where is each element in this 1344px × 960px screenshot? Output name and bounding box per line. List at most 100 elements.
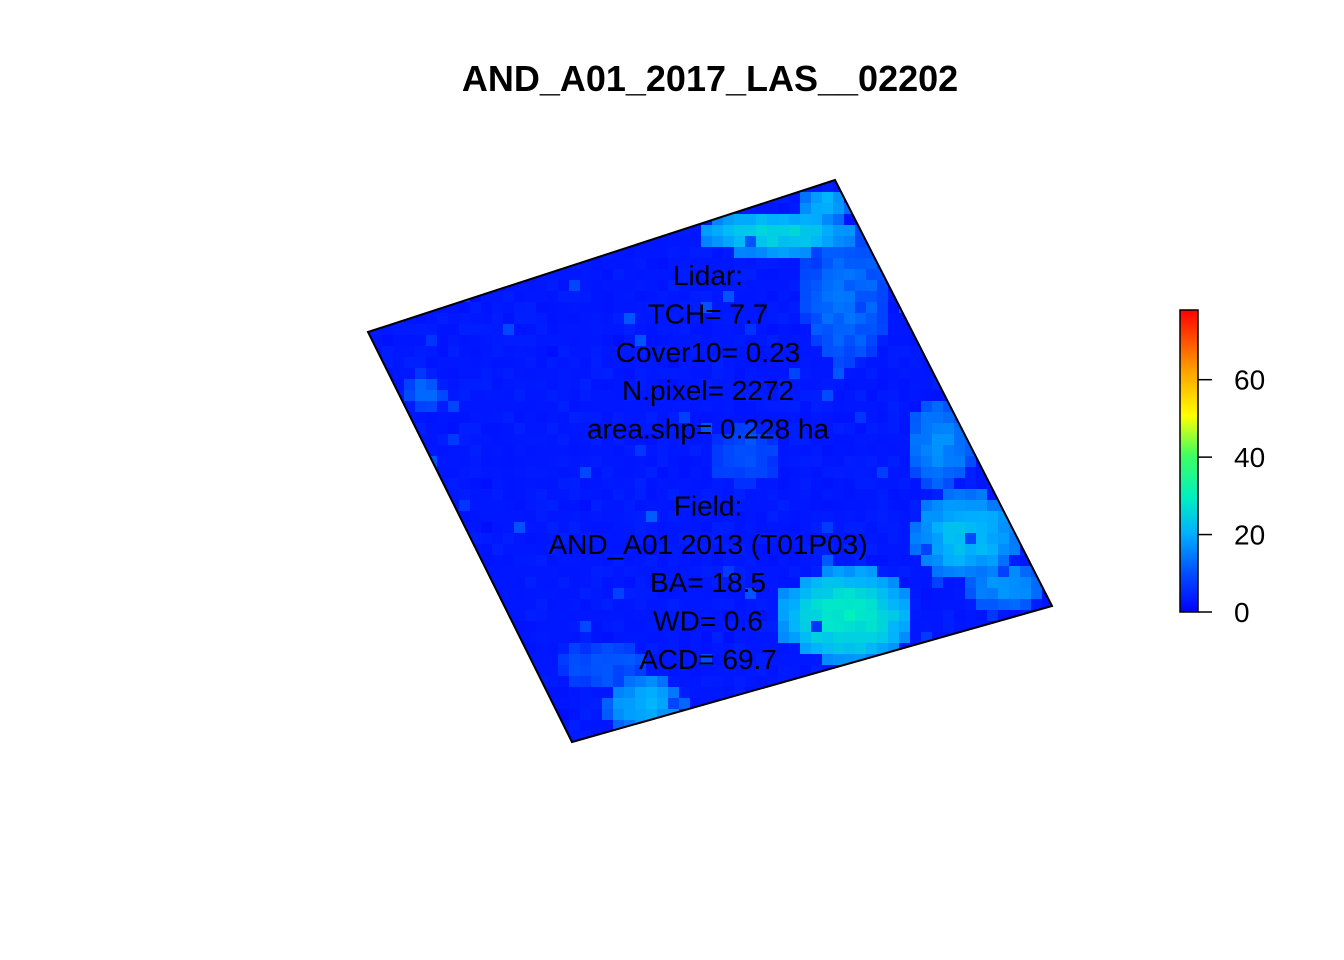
- raster-cell: [393, 180, 405, 182]
- raster-cell: [437, 643, 449, 655]
- raster-cell: [899, 225, 911, 237]
- raster-cell: [701, 742, 713, 754]
- raster-cell: [536, 522, 548, 534]
- raster-cell: [404, 588, 416, 600]
- raster-cell: [954, 731, 966, 742]
- raster-cell: [855, 533, 867, 545]
- raster-cell: [668, 654, 680, 666]
- raster-cell: [866, 434, 878, 446]
- raster-cell: [800, 357, 812, 369]
- raster-cell: [470, 423, 482, 435]
- raster-cell: [833, 225, 845, 237]
- raster-cell: [987, 324, 999, 336]
- raster-cell: [756, 313, 768, 325]
- raster-cell: [899, 742, 911, 754]
- raster-cell: [503, 698, 515, 710]
- raster-cell: [800, 467, 812, 479]
- raster-cell: [1031, 357, 1043, 369]
- raster-cell: [1031, 291, 1043, 303]
- raster-cell: [734, 555, 746, 567]
- raster-cell: [833, 632, 845, 644]
- raster-cell: [393, 214, 405, 226]
- raster-cell: [921, 225, 933, 237]
- raster-cell: [580, 434, 592, 446]
- raster-cell: [811, 555, 823, 567]
- raster-cell: [368, 709, 372, 721]
- raster-cell: [987, 302, 999, 314]
- raster-cell: [602, 643, 614, 655]
- raster-cell: [800, 709, 812, 721]
- raster-cell: [657, 324, 669, 336]
- raster-cell: [778, 500, 790, 512]
- raster-cell: [415, 742, 427, 754]
- raster-cell: [613, 203, 625, 215]
- raster-cell: [459, 621, 471, 633]
- raster-cell: [393, 192, 405, 204]
- raster-cell: [437, 654, 449, 666]
- raster-cell: [690, 291, 702, 303]
- raster-cell: [844, 236, 856, 248]
- raster-cell: [910, 511, 922, 523]
- raster-cell: [657, 434, 669, 446]
- raster-cell: [1009, 225, 1021, 237]
- raster-cell: [382, 225, 394, 237]
- raster-cell: [415, 511, 427, 523]
- raster-cell: [514, 247, 526, 259]
- raster-cell: [382, 467, 394, 479]
- raster-cell: [371, 665, 383, 677]
- raster-cell: [481, 401, 493, 413]
- raster-cell: [745, 511, 757, 523]
- raster-cell: [404, 632, 416, 644]
- raster-cell: [503, 203, 515, 215]
- raster-cell: [393, 335, 405, 347]
- raster-cell: [943, 258, 955, 270]
- raster-cell: [954, 357, 966, 369]
- raster-cell: [481, 258, 493, 270]
- raster-cell: [613, 357, 625, 369]
- raster-cell: [646, 225, 658, 237]
- raster-cell: [646, 511, 658, 523]
- raster-cell: [756, 665, 768, 677]
- raster-cell: [844, 555, 856, 567]
- raster-cell: [811, 225, 823, 237]
- raster-cell: [723, 588, 735, 600]
- raster-cell: [998, 731, 1010, 742]
- colorbar-ramp: [1179, 309, 1199, 613]
- raster-cell: [1042, 280, 1052, 292]
- raster-cell: [624, 500, 636, 512]
- raster-cell: [789, 533, 801, 545]
- raster-cell: [789, 731, 801, 742]
- raster-cell: [426, 709, 438, 721]
- raster-cell: [404, 731, 416, 742]
- raster-cell: [368, 357, 372, 369]
- raster-cell: [877, 720, 889, 732]
- raster-cell: [998, 291, 1010, 303]
- raster-cell: [503, 632, 515, 644]
- raster-cell: [921, 423, 933, 435]
- raster-cell: [910, 313, 922, 325]
- raster-cell: [778, 247, 790, 259]
- raster-cell: [536, 533, 548, 545]
- raster-cell: [481, 643, 493, 655]
- raster-cell: [1042, 247, 1052, 259]
- raster-cell: [822, 522, 834, 534]
- raster-cell: [613, 687, 625, 699]
- raster-cell: [657, 192, 669, 204]
- raster-cell: [624, 181, 636, 193]
- raster-cell: [910, 434, 922, 446]
- raster-cell: [1031, 247, 1043, 259]
- raster-cell: [503, 599, 515, 611]
- raster-cell: [701, 467, 713, 479]
- raster-cell: [492, 665, 504, 677]
- raster-cell: [877, 621, 889, 633]
- raster-cell: [855, 544, 867, 556]
- raster-cell: [448, 621, 460, 633]
- raster-cell: [1053, 456, 1065, 468]
- raster-cell: [712, 434, 724, 446]
- raster-cell: [448, 258, 460, 270]
- raster-cell: [382, 214, 394, 226]
- raster-cell: [767, 588, 779, 600]
- raster-cell: [426, 687, 438, 699]
- raster-cell: [921, 236, 933, 248]
- raster-cell: [602, 522, 614, 534]
